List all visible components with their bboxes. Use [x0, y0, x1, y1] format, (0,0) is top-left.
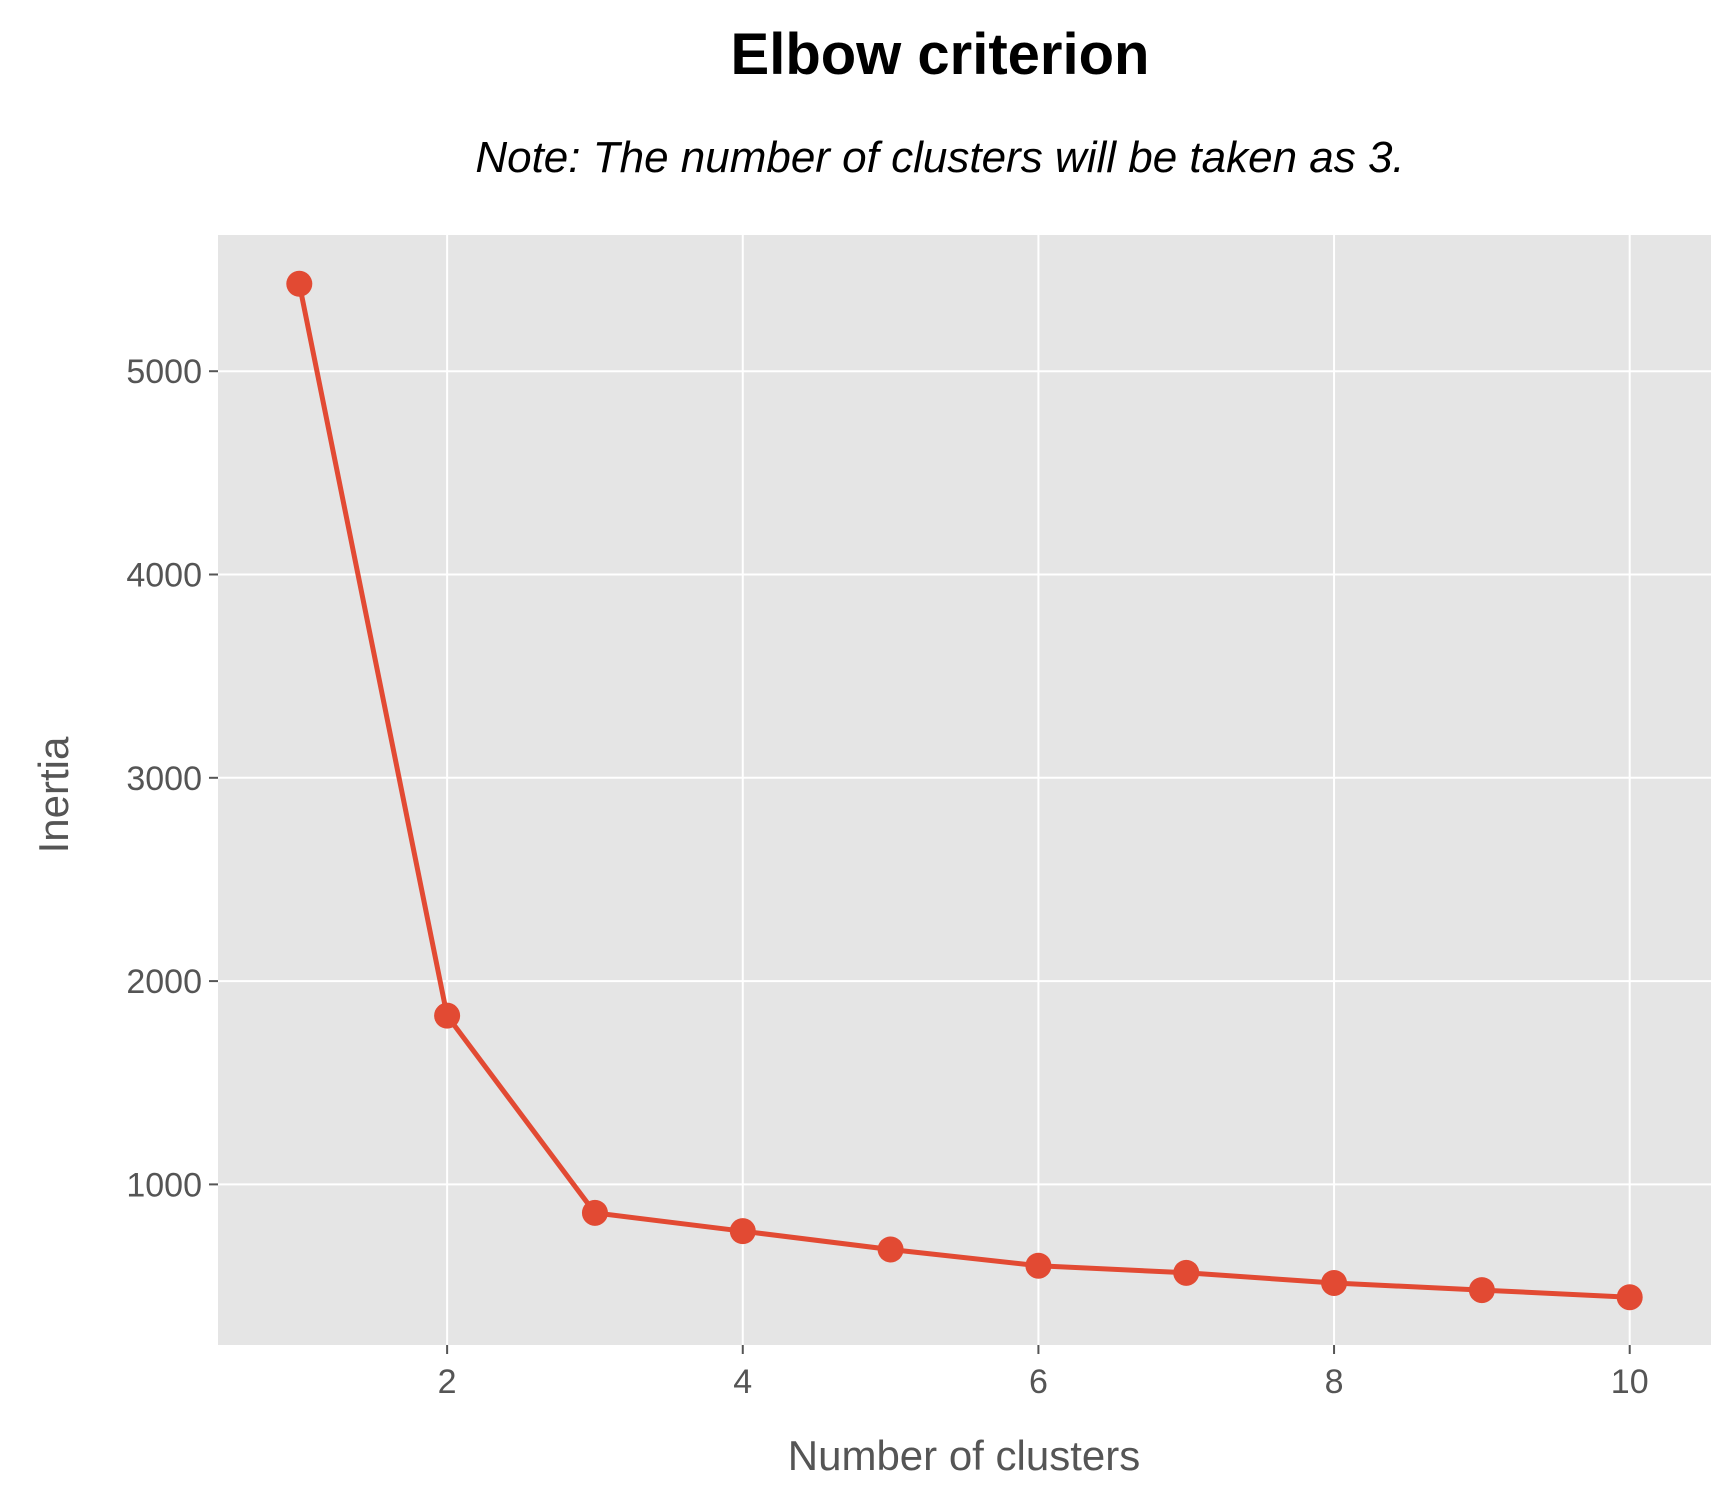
y-tick-label: 4000	[126, 557, 202, 595]
tick-labels: 2 4 6 8 10 1000 2000 3000 4000 5000	[126, 353, 1648, 1401]
data-point	[1173, 1259, 1200, 1286]
y-tick-label: 5000	[126, 353, 202, 391]
x-tick-label: 2	[438, 1363, 457, 1401]
data-point	[729, 1218, 756, 1245]
x-tick-label: 4	[733, 1363, 752, 1401]
y-tick-label: 1000	[126, 1166, 202, 1204]
data-point	[434, 1002, 461, 1029]
x-tick-label: 10	[1611, 1363, 1649, 1401]
data-point	[1468, 1277, 1495, 1304]
data-point	[581, 1199, 608, 1226]
data-point	[286, 270, 313, 297]
x-tick-label: 6	[1029, 1363, 1048, 1401]
x-tick-label: 8	[1325, 1363, 1344, 1401]
y-tick-label: 2000	[126, 963, 202, 1001]
axis-ticks	[209, 370, 1631, 1354]
y-tick-label: 3000	[126, 760, 202, 798]
grid-lines	[218, 235, 1711, 1345]
inertia-line	[296, 283, 1630, 1300]
data-point	[877, 1236, 904, 1263]
data-point	[1321, 1269, 1348, 1296]
chart-subtitle: Note: The number of clusters will be tak…	[475, 133, 1404, 182]
data-points	[286, 270, 1643, 1311]
data-point	[1025, 1252, 1052, 1279]
chart-title: Elbow criterion	[731, 22, 1150, 87]
data-point	[1616, 1284, 1643, 1311]
plot-area	[218, 235, 1711, 1345]
x-axis-label: Number of clusters	[788, 1432, 1140, 1479]
y-axis-label: Inertia	[30, 736, 77, 853]
